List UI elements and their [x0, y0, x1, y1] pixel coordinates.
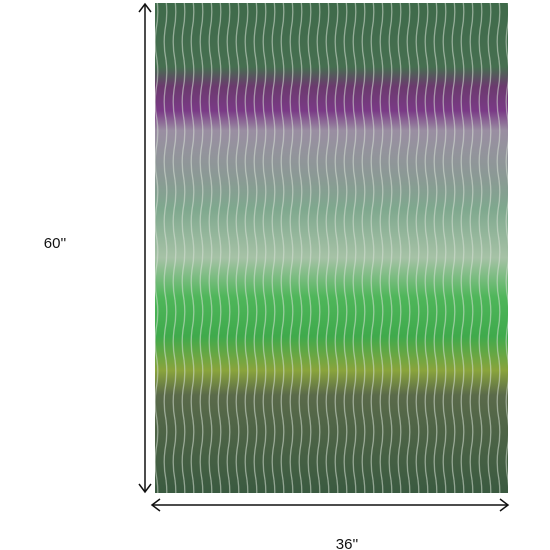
width-label: 36'': [336, 536, 359, 550]
height-label: 60'': [44, 235, 67, 252]
rug: [155, 3, 508, 493]
height-arrow: [138, 2, 152, 494]
width-arrow: [150, 498, 510, 512]
